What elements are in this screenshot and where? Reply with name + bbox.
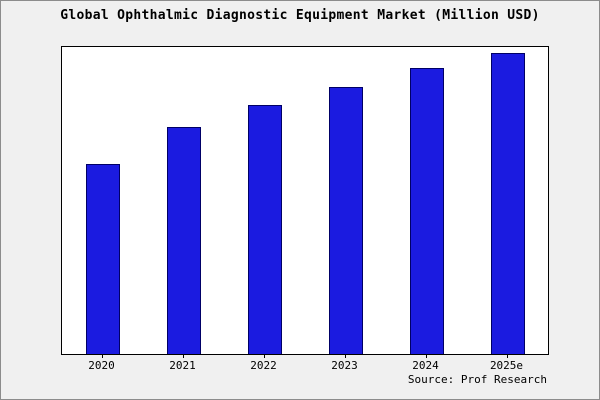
chart-title: Global Ophthalmic Diagnostic Equipment M… (60, 8, 540, 23)
x-tick-label-2024: 2024 (412, 359, 439, 372)
bar-2023 (328, 87, 363, 354)
x-tick-2024 (425, 354, 427, 358)
x-tick-2022 (263, 354, 265, 358)
x-tick-2025e (506, 354, 508, 358)
source-credit: Source: Prof Research (407, 373, 547, 386)
x-tick-label-2020: 2020 (88, 359, 115, 372)
bar-2021 (166, 127, 201, 354)
x-tick-label-2022: 2022 (250, 359, 277, 372)
x-tick-label-2023: 2023 (331, 359, 358, 372)
bar-2022 (247, 105, 282, 354)
x-tick-label-2025e: 2025e (489, 359, 524, 372)
plot-area (61, 46, 549, 355)
bar-2024 (409, 68, 444, 354)
x-tick-2021 (182, 354, 184, 358)
bar-2020 (85, 164, 120, 354)
x-tick-label-2021: 2021 (169, 359, 196, 372)
x-tick-2023 (344, 354, 346, 358)
x-tick-2020 (101, 354, 103, 358)
bar-2025e (490, 53, 525, 354)
